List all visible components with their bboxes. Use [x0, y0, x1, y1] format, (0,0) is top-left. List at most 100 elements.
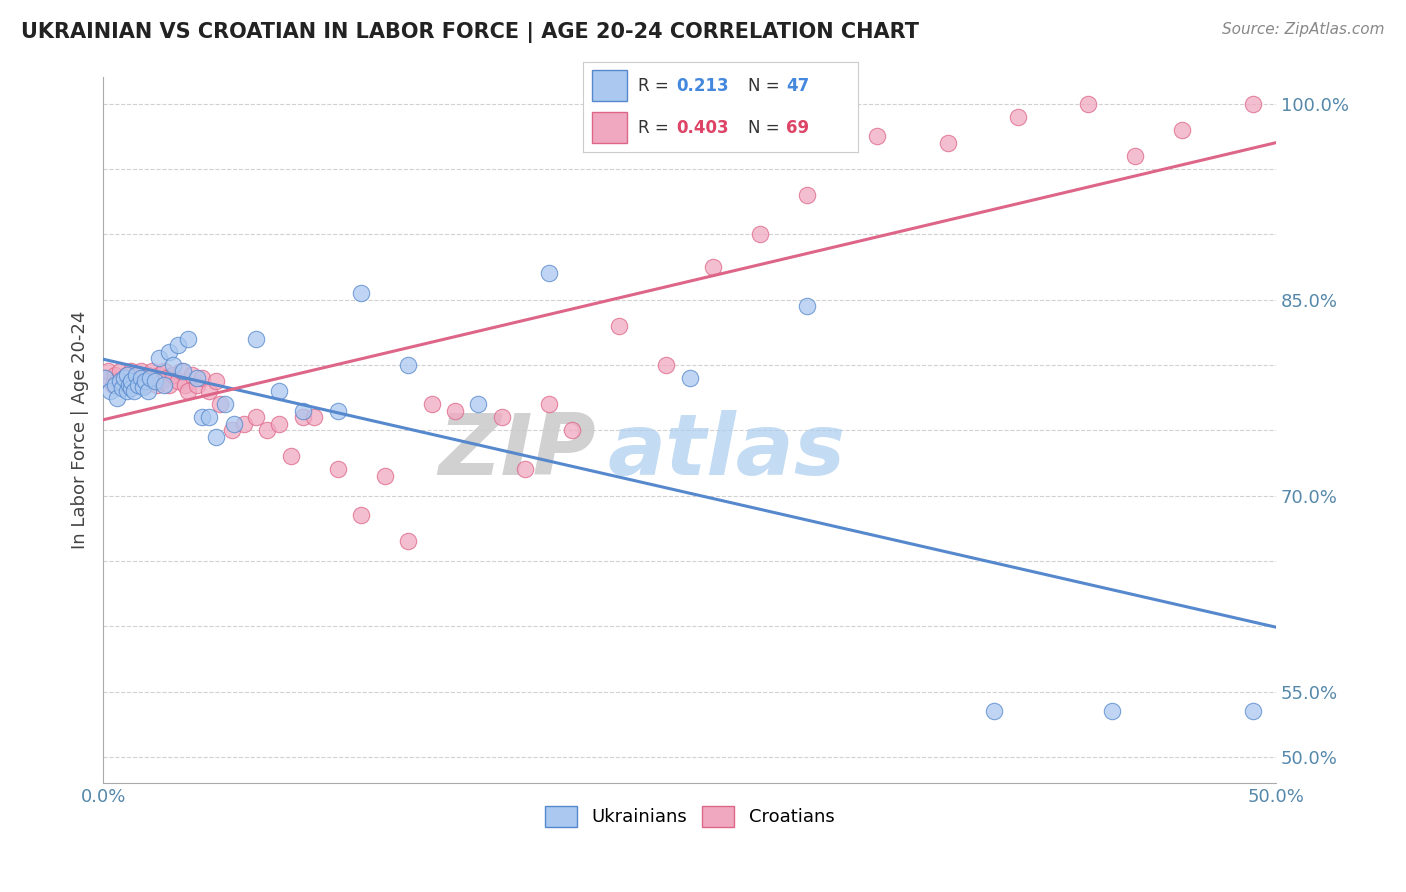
- Text: N =: N =: [748, 119, 785, 136]
- Text: UKRAINIAN VS CROATIAN IN LABOR FORCE | AGE 20-24 CORRELATION CHART: UKRAINIAN VS CROATIAN IN LABOR FORCE | A…: [21, 22, 920, 44]
- Point: [125, 368, 148, 383]
- Point: [134, 374, 156, 388]
- Point: [115, 368, 138, 383]
- Point: [97, 364, 120, 378]
- Point: [176, 332, 198, 346]
- Point: [374, 469, 396, 483]
- Point: [607, 318, 630, 333]
- Text: atlas: atlas: [607, 410, 845, 493]
- Point: [139, 374, 162, 388]
- Point: [224, 417, 246, 431]
- Point: [267, 417, 290, 431]
- Point: [537, 397, 560, 411]
- Point: [291, 410, 314, 425]
- Point: [396, 534, 419, 549]
- Point: [515, 462, 537, 476]
- Text: 47: 47: [786, 77, 810, 95]
- Point: [678, 371, 700, 385]
- Point: [125, 368, 148, 383]
- Point: [1007, 110, 1029, 124]
- Point: [256, 423, 278, 437]
- Point: [221, 423, 243, 437]
- Text: 69: 69: [786, 119, 810, 136]
- Point: [139, 371, 162, 385]
- Point: [204, 430, 226, 444]
- Point: [122, 377, 145, 392]
- Point: [936, 136, 959, 150]
- Point: [174, 377, 197, 392]
- Point: [136, 368, 159, 383]
- Point: [115, 368, 138, 383]
- Point: [209, 397, 232, 411]
- Point: [120, 381, 142, 395]
- Text: R =: R =: [638, 77, 675, 95]
- Point: [491, 410, 513, 425]
- Point: [169, 364, 191, 378]
- Point: [302, 410, 325, 425]
- Point: [162, 368, 184, 383]
- Point: [291, 403, 314, 417]
- Point: [150, 374, 173, 388]
- Y-axis label: In Labor Force | Age 20-24: In Labor Force | Age 20-24: [72, 311, 89, 549]
- Point: [111, 377, 134, 392]
- Point: [148, 368, 170, 383]
- Point: [94, 371, 117, 385]
- Point: [153, 377, 176, 392]
- Point: [444, 403, 467, 417]
- Point: [1123, 149, 1146, 163]
- Point: [162, 358, 184, 372]
- Point: [111, 381, 134, 395]
- Point: [172, 364, 194, 378]
- Text: ZIP: ZIP: [439, 410, 596, 493]
- Point: [1171, 122, 1194, 136]
- Point: [267, 384, 290, 398]
- Point: [190, 371, 212, 385]
- Point: [157, 344, 180, 359]
- Point: [561, 423, 583, 437]
- Point: [204, 374, 226, 388]
- Point: [245, 332, 267, 346]
- Point: [105, 391, 128, 405]
- Point: [148, 351, 170, 366]
- Point: [280, 450, 302, 464]
- Point: [129, 364, 152, 378]
- Point: [153, 364, 176, 378]
- Point: [326, 462, 349, 476]
- Point: [132, 371, 155, 385]
- Point: [127, 377, 149, 392]
- Point: [176, 384, 198, 398]
- Point: [467, 397, 489, 411]
- Point: [108, 364, 131, 378]
- Point: [98, 384, 121, 398]
- Point: [167, 338, 190, 352]
- Point: [796, 299, 818, 313]
- Text: 0.403: 0.403: [676, 119, 730, 136]
- Point: [129, 371, 152, 385]
- Point: [108, 374, 131, 388]
- Point: [143, 374, 166, 388]
- Point: [112, 371, 135, 385]
- Point: [420, 397, 443, 411]
- Point: [655, 358, 678, 372]
- Point: [396, 358, 419, 372]
- Point: [132, 380, 155, 394]
- Point: [136, 384, 159, 398]
- Point: [232, 417, 254, 431]
- Point: [1241, 96, 1264, 111]
- Point: [120, 364, 142, 378]
- Point: [796, 188, 818, 202]
- Point: [197, 410, 219, 425]
- Legend: Ukrainians, Croatians: Ukrainians, Croatians: [537, 798, 842, 834]
- Bar: [592, 112, 627, 143]
- Text: Source: ZipAtlas.com: Source: ZipAtlas.com: [1222, 22, 1385, 37]
- Point: [866, 129, 889, 144]
- Point: [702, 260, 724, 274]
- Point: [104, 368, 127, 383]
- Point: [167, 374, 190, 388]
- Point: [118, 377, 141, 392]
- Point: [127, 374, 149, 388]
- Point: [146, 377, 169, 392]
- Text: N =: N =: [748, 77, 785, 95]
- Point: [181, 368, 204, 383]
- Point: [197, 384, 219, 398]
